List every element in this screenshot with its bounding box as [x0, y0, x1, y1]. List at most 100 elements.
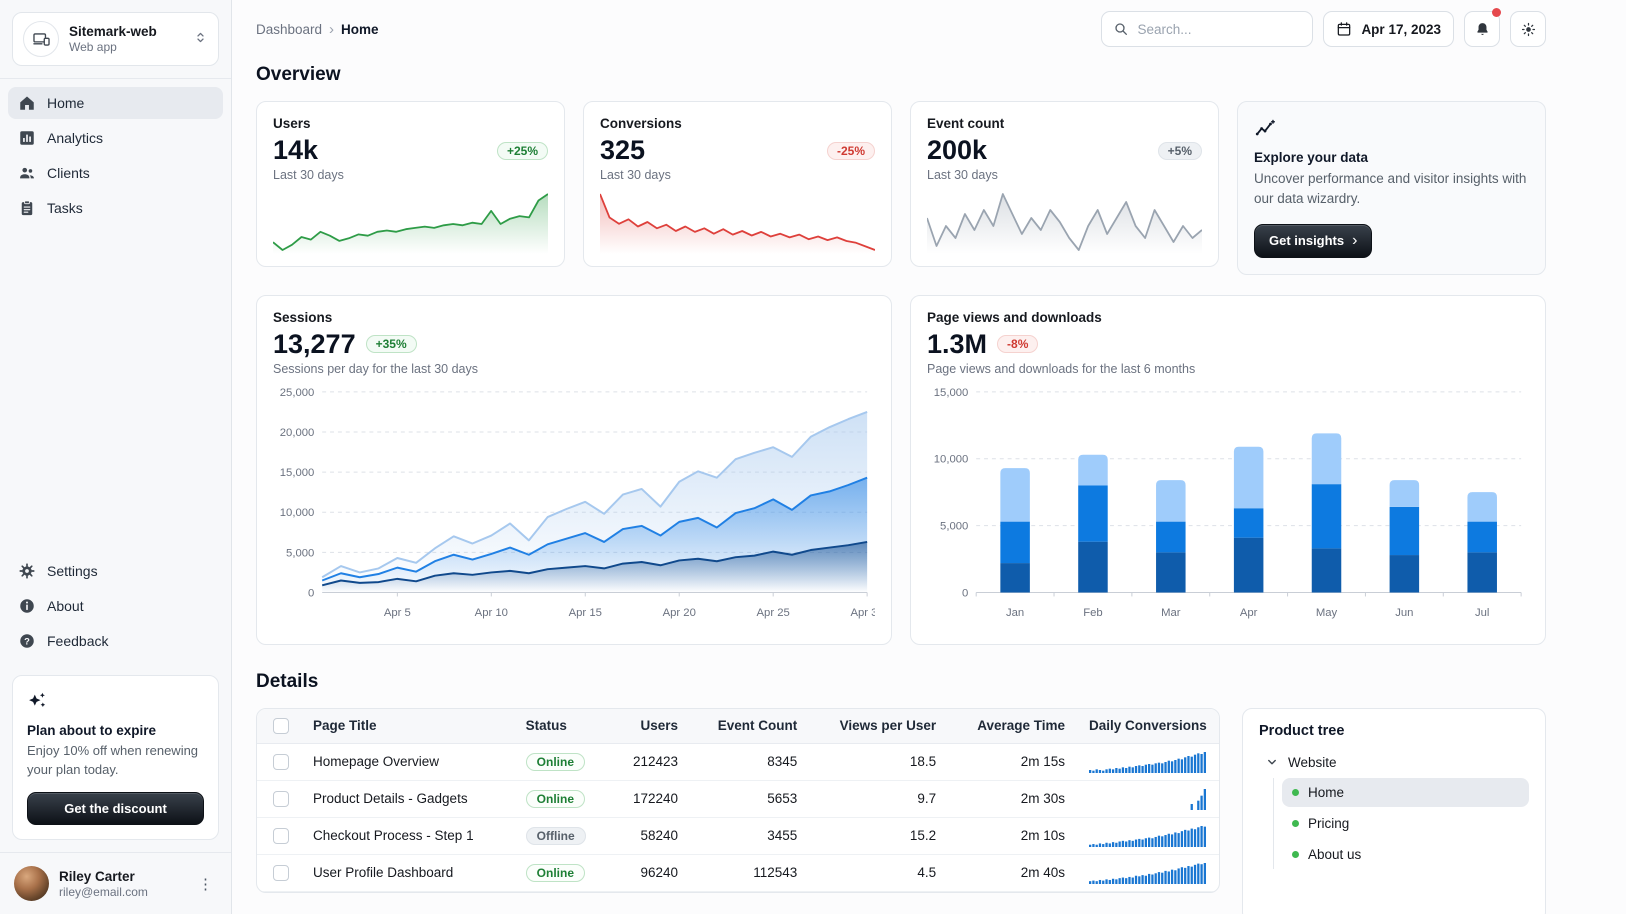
tree-node-website[interactable]: Website — [1259, 749, 1529, 776]
workspace-text: Sitemark-web Web app — [69, 24, 157, 54]
unfold-more-icon — [193, 30, 208, 48]
row-checkbox[interactable] — [273, 828, 289, 845]
theme-toggle-button[interactable] — [1510, 11, 1546, 47]
product-tree-title: Product tree — [1259, 722, 1345, 739]
chart-title: Sessions — [273, 309, 333, 325]
stat-card-users: Users 14k +25% Last 30 days — [256, 101, 565, 267]
chevron-right-icon: › — [329, 20, 335, 38]
column-header-page-title[interactable]: Page Title — [301, 708, 514, 744]
daily-conversions-sparkline — [1089, 825, 1206, 847]
details-title: Details — [256, 670, 319, 692]
sidebar-item-feedback[interactable]: ? Feedback — [8, 625, 223, 657]
svg-text:Apr 10: Apr 10 — [475, 607, 508, 619]
about-icon — [18, 597, 36, 615]
page-title-cell: User Profile Dashboard — [301, 854, 514, 892]
svg-text:Jun: Jun — [1395, 607, 1413, 619]
column-header-daily-conversions[interactable]: Daily Conversions — [1077, 708, 1219, 744]
event-count-cell: 8345 — [690, 743, 810, 781]
status-badge: Online — [525, 864, 585, 883]
column-header-status[interactable]: Status — [513, 708, 611, 744]
stat-value: 325 — [600, 135, 646, 165]
search-input[interactable] — [1137, 21, 1315, 37]
event-count-cell: 112543 — [690, 854, 810, 892]
tree-item-label: Pricing — [1308, 815, 1350, 831]
trend-badge: -25% — [826, 141, 875, 160]
sparkle-icon — [27, 693, 49, 715]
users-cell: 172240 — [610, 780, 690, 818]
page-title-cell: Checkout Process - Step 1 — [301, 817, 514, 855]
stat-card-event-count: Event count 200k +5% Last 30 days — [910, 101, 1219, 267]
sessions-area-chart: 0 5,000 10,000 15,000 20,000 25,000 Apr 5 Apr 1… — [280, 386, 875, 619]
svg-text:Jan: Jan — [1006, 607, 1024, 619]
insights-icon — [1254, 118, 1276, 140]
sun-icon — [1521, 22, 1535, 36]
sessions-chart-card: Sessions 13,277 +35% Sessions per day fo… — [256, 294, 892, 645]
tree-item-label: About us — [1308, 846, 1362, 862]
status-badge: Online — [525, 790, 585, 809]
views-per-user-cell: 18.5 — [809, 743, 949, 781]
details-table-card: Page Title Status Users Event Count Views pe… — [256, 707, 1220, 893]
sidebar-item-label: About — [47, 598, 84, 615]
tree-item-about-us[interactable]: About us — [1282, 840, 1529, 869]
sidebar-item-home[interactable]: Home — [8, 87, 223, 119]
sidebar-item-analytics[interactable]: Analytics — [8, 122, 223, 154]
secondary-nav: Settings About ? Feedback — [0, 547, 231, 665]
chart-value: 13,277 — [273, 328, 356, 359]
views-per-user-cell: 4.5 — [809, 854, 949, 892]
sidebar-item-about[interactable]: About — [8, 590, 223, 622]
row-checkbox[interactable] — [273, 754, 289, 771]
row-checkbox[interactable] — [273, 791, 289, 808]
chart-title: Page views and downloads — [927, 309, 1102, 325]
tree-bullet-icon — [1292, 788, 1299, 796]
calendar-icon — [1338, 22, 1351, 36]
tree-item-home[interactable]: Home — [1282, 777, 1529, 807]
get-discount-button[interactable]: Get the discount — [27, 792, 204, 825]
promo-title: Plan about to expire — [27, 723, 157, 739]
stat-caption: Last 30 days — [600, 168, 671, 182]
get-insights-label: Get insights — [1269, 233, 1345, 248]
svg-text:?: ? — [24, 637, 30, 647]
svg-text:Apr 5: Apr 5 — [384, 607, 411, 619]
select-all-checkbox[interactable] — [273, 717, 289, 734]
bottom-grid: Page Title Status Users Event Count Views pe… — [256, 707, 1546, 914]
svg-text:Mar: Mar — [1161, 607, 1181, 619]
charts-grid: Sessions 13,277 +35% Sessions per day fo… — [256, 294, 1546, 645]
event-count-sparkline — [927, 193, 1202, 254]
settings-icon — [18, 562, 36, 580]
column-header-average-time[interactable]: Average Time — [948, 708, 1077, 744]
sidebar-item-tasks[interactable]: Tasks — [8, 192, 223, 224]
breadcrumb-home: Home — [341, 21, 379, 37]
status-badge: Online — [525, 753, 585, 772]
search-icon — [1115, 23, 1128, 35]
get-insights-button[interactable]: Get insights › — [1254, 223, 1373, 258]
svg-text:Apr 30: Apr 30 — [850, 607, 875, 619]
stat-title: Users — [273, 116, 311, 131]
column-header-users[interactable]: Users — [610, 708, 690, 744]
average-time-cell: 2m 40s — [948, 854, 1077, 892]
svg-text:25,000: 25,000 — [280, 386, 315, 398]
tree-item-pricing[interactable]: Pricing — [1282, 809, 1529, 838]
date-picker-button[interactable]: Apr 17, 2023 — [1323, 11, 1454, 47]
breadcrumb-dashboard[interactable]: Dashboard — [256, 21, 323, 37]
chart-value: 1.3M — [927, 328, 988, 359]
daily-conversions-sparkline — [1089, 862, 1206, 884]
row-checkbox[interactable] — [273, 865, 289, 882]
sidebar-item-clients[interactable]: Clients — [8, 157, 223, 189]
tree-bullet-icon — [1292, 819, 1299, 827]
column-header-event-count[interactable]: Event Count — [690, 708, 810, 744]
sidebar-item-settings[interactable]: Settings — [8, 555, 223, 587]
explore-data-card: Explore your data Uncover performance an… — [1237, 101, 1546, 275]
analytics-icon — [18, 129, 36, 147]
workspace-selector[interactable]: Sitemark-web Web app — [12, 12, 219, 66]
tree-root-label: Website — [1288, 754, 1337, 770]
sidebar-item-label: Clients — [47, 165, 90, 181]
stat-card-conversions: Conversions 325 -25% Last 30 days — [583, 101, 892, 267]
column-header-views-per-user[interactable]: Views per User — [809, 708, 949, 744]
search-box — [1101, 11, 1315, 47]
notifications-button[interactable] — [1464, 8, 1501, 47]
event-count-cell: 5653 — [690, 780, 810, 818]
user-menu-icon[interactable]: ⋮ — [198, 875, 213, 893]
stat-caption: Last 30 days — [273, 168, 344, 182]
views-per-user-cell: 9.7 — [809, 780, 949, 818]
svg-text:Jul: Jul — [1475, 607, 1489, 619]
